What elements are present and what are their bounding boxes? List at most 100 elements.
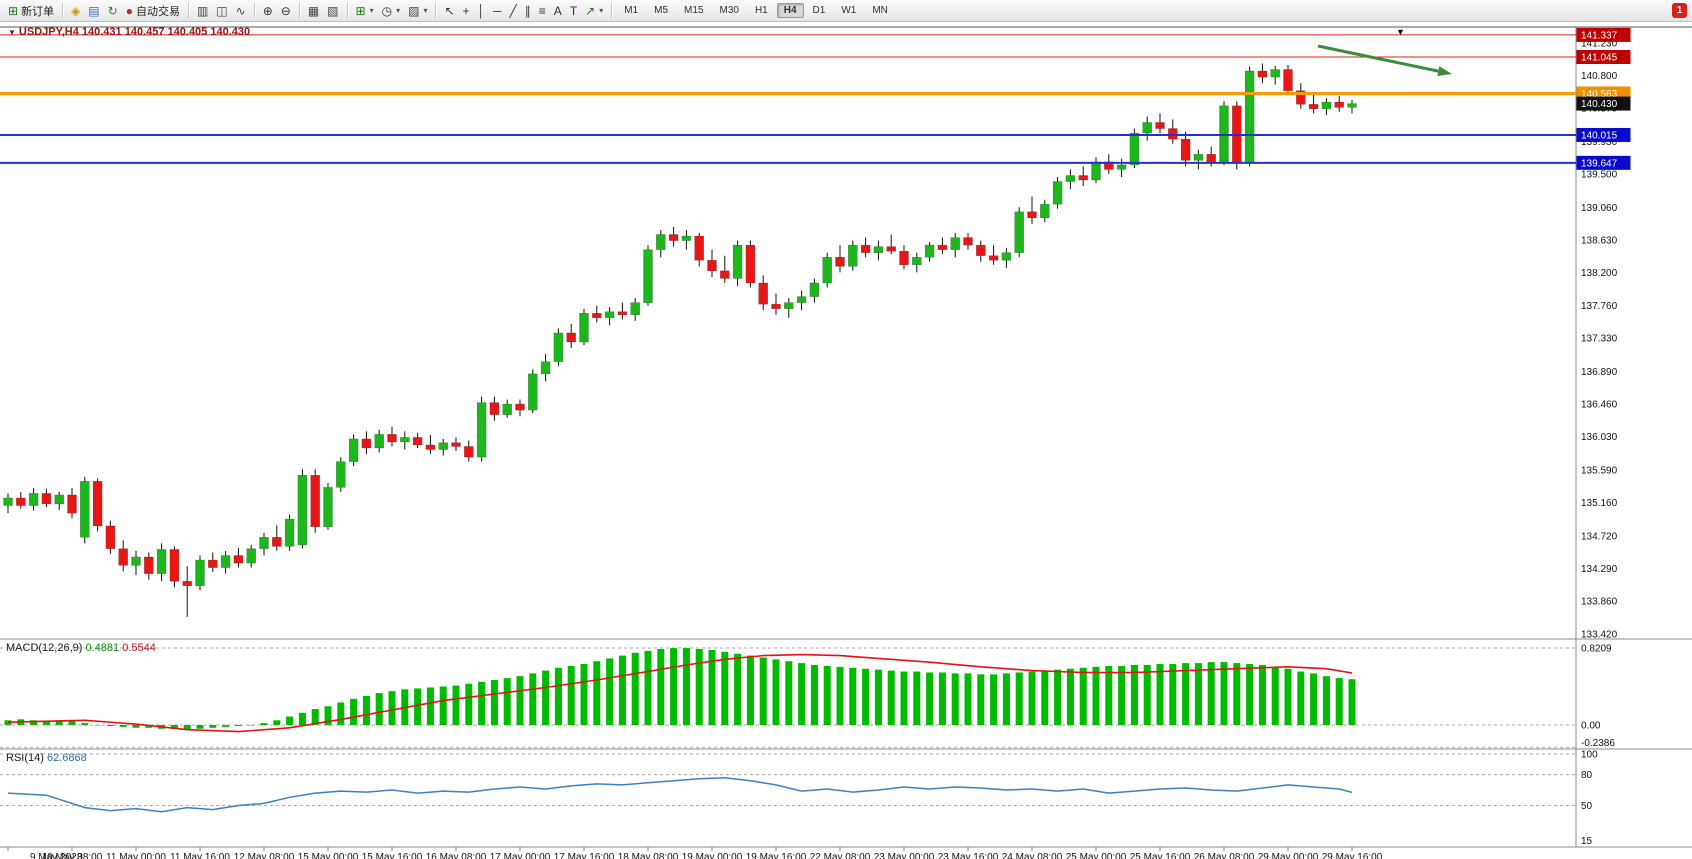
current-price-box (1576, 96, 1631, 111)
timeframe-M1[interactable]: M1 (624, 5, 639, 16)
arrange-windows-button[interactable]: ▧ (323, 2, 342, 20)
templates-button[interactable]: ▨ ▾ (404, 2, 431, 20)
y-tick-label: 136.030 (1581, 432, 1618, 443)
shapes-button[interactable]: ↗ ▾ (581, 2, 607, 20)
horizontal-line-button[interactable]: ─ (489, 2, 506, 20)
channel-button[interactable]: ∥ (521, 2, 535, 20)
bull-candle (1193, 154, 1204, 161)
macd-histogram-bar (1066, 668, 1074, 725)
bull-candle (259, 537, 269, 549)
trendline-icon: ╱ (509, 3, 517, 18)
bull-candle (156, 549, 167, 574)
timeframe-H4[interactable]: H4 (776, 3, 804, 18)
zoom-out-button[interactable]: ⊖ (277, 2, 295, 20)
bear-candle (182, 580, 192, 587)
bull-candle (80, 481, 90, 538)
macd-histogram-bar (1207, 662, 1215, 725)
macd-histogram-bar (1015, 672, 1023, 725)
notification-badge[interactable]: 1 (1672, 3, 1687, 18)
y-tick-label: 139.930 (1581, 137, 1618, 148)
timeframe-M30[interactable]: M30 (719, 5, 739, 16)
x-tick-label: 19 May 00:00 (682, 852, 743, 859)
bull-candle (400, 437, 410, 443)
rsi-scale-label: 15 (1581, 836, 1593, 847)
cursor-button[interactable]: ↖ (440, 2, 458, 20)
bar-chart-button[interactable]: ▥ (193, 2, 212, 20)
crosshair-icon: + (462, 3, 470, 18)
vertical-line-button[interactable]: │ (474, 2, 490, 20)
bull-candle (784, 302, 794, 309)
bull-candle (1116, 164, 1127, 170)
trendline-button[interactable]: ╱ (506, 2, 521, 20)
macd-histogram-bar (68, 721, 76, 725)
macd-histogram-bar (119, 725, 127, 727)
zoom-in-button[interactable]: ⊕ (259, 2, 277, 20)
bear-candle (515, 403, 525, 411)
trend-arrow-head[interactable] (1437, 66, 1452, 76)
bull-candle (1219, 105, 1229, 163)
candlestick-chart-button[interactable]: ◫ (212, 2, 231, 20)
macd-histogram-bar (567, 665, 575, 725)
x-tick-label: 18 May 08:00 (618, 852, 679, 859)
timeframe-M15[interactable]: M15 (684, 5, 704, 16)
timeframe-W1[interactable]: W1 (841, 5, 857, 16)
macd-histogram-bar (618, 655, 626, 725)
auto-trading-button[interactable]: ● 自动交易 (122, 2, 184, 20)
line-chart-icon: ∿ (235, 3, 246, 18)
macd-histogram-bar (247, 725, 255, 726)
timeframe-H1[interactable]: H1 (754, 5, 768, 16)
macd-histogram-bar (657, 649, 665, 725)
trend-arrow-line[interactable] (1317, 44, 1439, 73)
bear-candle (1257, 70, 1268, 78)
macd-histogram-bar (785, 661, 793, 725)
macd-histogram-bar (631, 652, 639, 725)
macd-histogram-bar (529, 673, 537, 725)
fibonacci-button[interactable]: ≡ (535, 2, 550, 20)
tile-windows-icon: ▦ (307, 3, 320, 18)
macd-scale-label: 0.8209 (1581, 643, 1612, 654)
bear-candle (387, 434, 397, 443)
line-chart-button[interactable]: ∿ (232, 2, 250, 20)
macd-histogram-bar (759, 657, 767, 725)
new-order-button[interactable]: ⊞ 新订单 (4, 2, 58, 20)
text-icon: A (553, 3, 562, 18)
macd-histogram-bar (670, 648, 678, 725)
market-watch-button[interactable]: ◈ (67, 2, 84, 20)
indicators-button[interactable]: ⊞ ▾ (352, 2, 378, 20)
bull-candle (630, 302, 640, 316)
bull-candle (220, 555, 231, 568)
macd-histogram-bar (1156, 664, 1164, 725)
y-tick-label: 133.420 (1581, 630, 1618, 641)
bear-candle (451, 442, 461, 447)
refresh-button[interactable]: ↻ (104, 2, 122, 20)
macd-histogram-bar (337, 702, 345, 725)
text-button[interactable]: A (550, 2, 566, 20)
macd-histogram-bar (324, 706, 332, 725)
price-box (1576, 127, 1631, 142)
bull-candle (131, 556, 141, 566)
macd-histogram-bar (887, 670, 895, 725)
bull-candle (476, 402, 487, 458)
x-tick-label: 19 May 16:00 (746, 852, 807, 859)
macd-histogram-bar (593, 661, 601, 725)
new-order-button-label: 新订单 (21, 5, 55, 18)
macd-histogram-bar (1348, 679, 1356, 725)
timeframe-M5[interactable]: M5 (654, 5, 669, 16)
tile-windows-button[interactable]: ▦ (304, 2, 323, 20)
timeframe-MN[interactable]: MN (872, 5, 888, 16)
crosshair-button[interactable]: + (459, 2, 474, 20)
chart-canvas[interactable]: 141.230140.800140.370139.930139.500139.0… (0, 22, 1692, 859)
toolbar-separator (62, 3, 64, 18)
label-button[interactable]: T (566, 2, 581, 20)
macd-histogram-bar (503, 678, 511, 725)
macd-histogram-bar (30, 720, 38, 725)
navigator-button[interactable]: ▤ (84, 2, 103, 20)
macd-histogram-bar (478, 681, 486, 725)
periods-button[interactable]: ◷ ▾ (378, 2, 405, 20)
clock-icon: ◷ (381, 3, 393, 18)
timeframe-D1[interactable]: D1 (812, 5, 826, 16)
macd-histogram-bar (734, 653, 742, 725)
bear-candle (169, 549, 180, 582)
arrange-windows-icon: ▧ (327, 3, 339, 18)
macd-histogram-bar (1002, 673, 1010, 725)
